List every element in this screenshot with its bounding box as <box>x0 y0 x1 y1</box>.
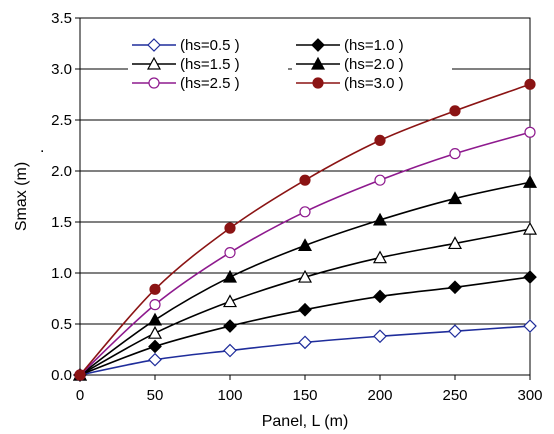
series-4-point <box>447 191 463 205</box>
y-axis-title: Smax (m) <box>13 162 30 231</box>
x-tick-label: 0 <box>76 387 84 404</box>
annotation-dot: . <box>40 139 44 156</box>
legend-marker <box>311 38 325 52</box>
legend-item-bg <box>292 36 452 54</box>
series-6-point <box>224 222 236 234</box>
series-4-point <box>222 269 238 283</box>
legend-label: (hs=2.5 ) <box>180 75 240 92</box>
x-tick-label: 50 <box>147 387 164 404</box>
legend-item-bg <box>128 36 288 54</box>
series-4-point <box>297 238 313 252</box>
series-6-point <box>149 283 161 295</box>
series-5-point <box>449 148 461 160</box>
series-1-point <box>523 319 537 333</box>
legend-marker <box>312 77 324 89</box>
x-tick-label: 150 <box>292 387 317 404</box>
x-axis-title: Panel, L (m) <box>262 413 349 430</box>
legend-item-bg <box>128 74 288 92</box>
legend-label: (hs=1.0 ) <box>344 37 404 54</box>
series-2-point <box>148 339 162 354</box>
legend-item: (hs=1.5 ) <box>128 55 288 73</box>
legend-item: (hs=3.0 ) <box>292 74 452 92</box>
x-tick-label: 200 <box>367 387 392 404</box>
legend-item: (hs=2.5 ) <box>128 74 288 92</box>
series-4 <box>72 174 538 381</box>
legend: (hs=0.5 ) (hs=1.0 ) (hs=1.5 ) (hs=2.0 ) (hs=… <box>128 36 452 92</box>
y-tick-label: 2.0 <box>51 163 72 180</box>
legend-marker <box>147 38 161 52</box>
series-layer <box>72 78 538 382</box>
legend-item: (hs=1.0 ) <box>292 36 452 54</box>
series-2-point <box>523 270 537 284</box>
y-tick-label: 1.5 <box>51 214 72 231</box>
series-3-point <box>372 250 388 264</box>
legend-item-bg <box>292 55 452 73</box>
series-5-point <box>524 126 536 138</box>
series-4-point <box>147 312 163 326</box>
x-tick-label: 300 <box>517 387 542 404</box>
y-tick-label: 3.5 <box>51 10 72 27</box>
series-5-point <box>374 174 386 186</box>
legend-item-bg <box>128 55 288 73</box>
legend-label: (hs=3.0 ) <box>344 75 404 92</box>
y-tick-label: 1.0 <box>51 265 72 282</box>
series-6-point <box>299 174 311 186</box>
legend-label: (hs=2.0 ) <box>344 56 404 73</box>
series-3-point <box>447 236 463 250</box>
series-1-point <box>148 352 162 367</box>
plot-frame <box>79 17 531 376</box>
series-5-point <box>224 247 236 259</box>
series-3-point <box>297 269 313 283</box>
series-6-point <box>524 78 536 90</box>
series-6-point <box>374 134 386 146</box>
series-3-point <box>522 221 538 235</box>
legend-marker <box>148 77 160 89</box>
legend-item-bg <box>292 74 452 92</box>
y-tick-label: 0.0 <box>51 367 72 384</box>
y-tick-label: 3.0 <box>51 61 72 78</box>
series-1-point <box>223 343 237 358</box>
series-4-point <box>372 212 388 226</box>
x-tick-label: 250 <box>442 387 467 404</box>
series-6 <box>74 78 536 381</box>
axes: 0.0 0.5 1.0 1.5 2.0 2.5 3.0 3.5 0 50 100 150 200 250 3… <box>51 10 542 404</box>
series-2-point <box>298 302 312 317</box>
series-3-point <box>147 325 163 339</box>
x-tick-label: 100 <box>217 387 242 404</box>
series-3-point <box>222 294 238 308</box>
y-tick-label: 0.5 <box>51 316 72 333</box>
legend-marker <box>146 56 162 70</box>
legend-item: (hs=2.0 ) <box>292 55 452 73</box>
legend-label: (hs=0.5 ) <box>180 37 240 54</box>
series-2-point <box>223 319 237 333</box>
y-tick-label: 2.5 <box>51 112 72 129</box>
legend-item: (hs=0.5 ) <box>128 36 288 54</box>
series-4-point <box>522 174 538 188</box>
series-5-point <box>299 206 311 218</box>
legend-label: (hs=1.5 ) <box>180 56 240 73</box>
series-6-point <box>74 369 86 381</box>
series-6-point <box>449 105 461 117</box>
series-2-point <box>448 280 462 295</box>
legend-marker <box>310 56 326 70</box>
series-5-point <box>149 299 161 311</box>
series-2-point <box>373 289 387 304</box>
series-1-point <box>448 324 462 338</box>
series-1-line <box>79 325 531 376</box>
series-1-point <box>373 329 387 344</box>
series-2 <box>73 270 537 382</box>
series-1-point <box>298 335 312 350</box>
